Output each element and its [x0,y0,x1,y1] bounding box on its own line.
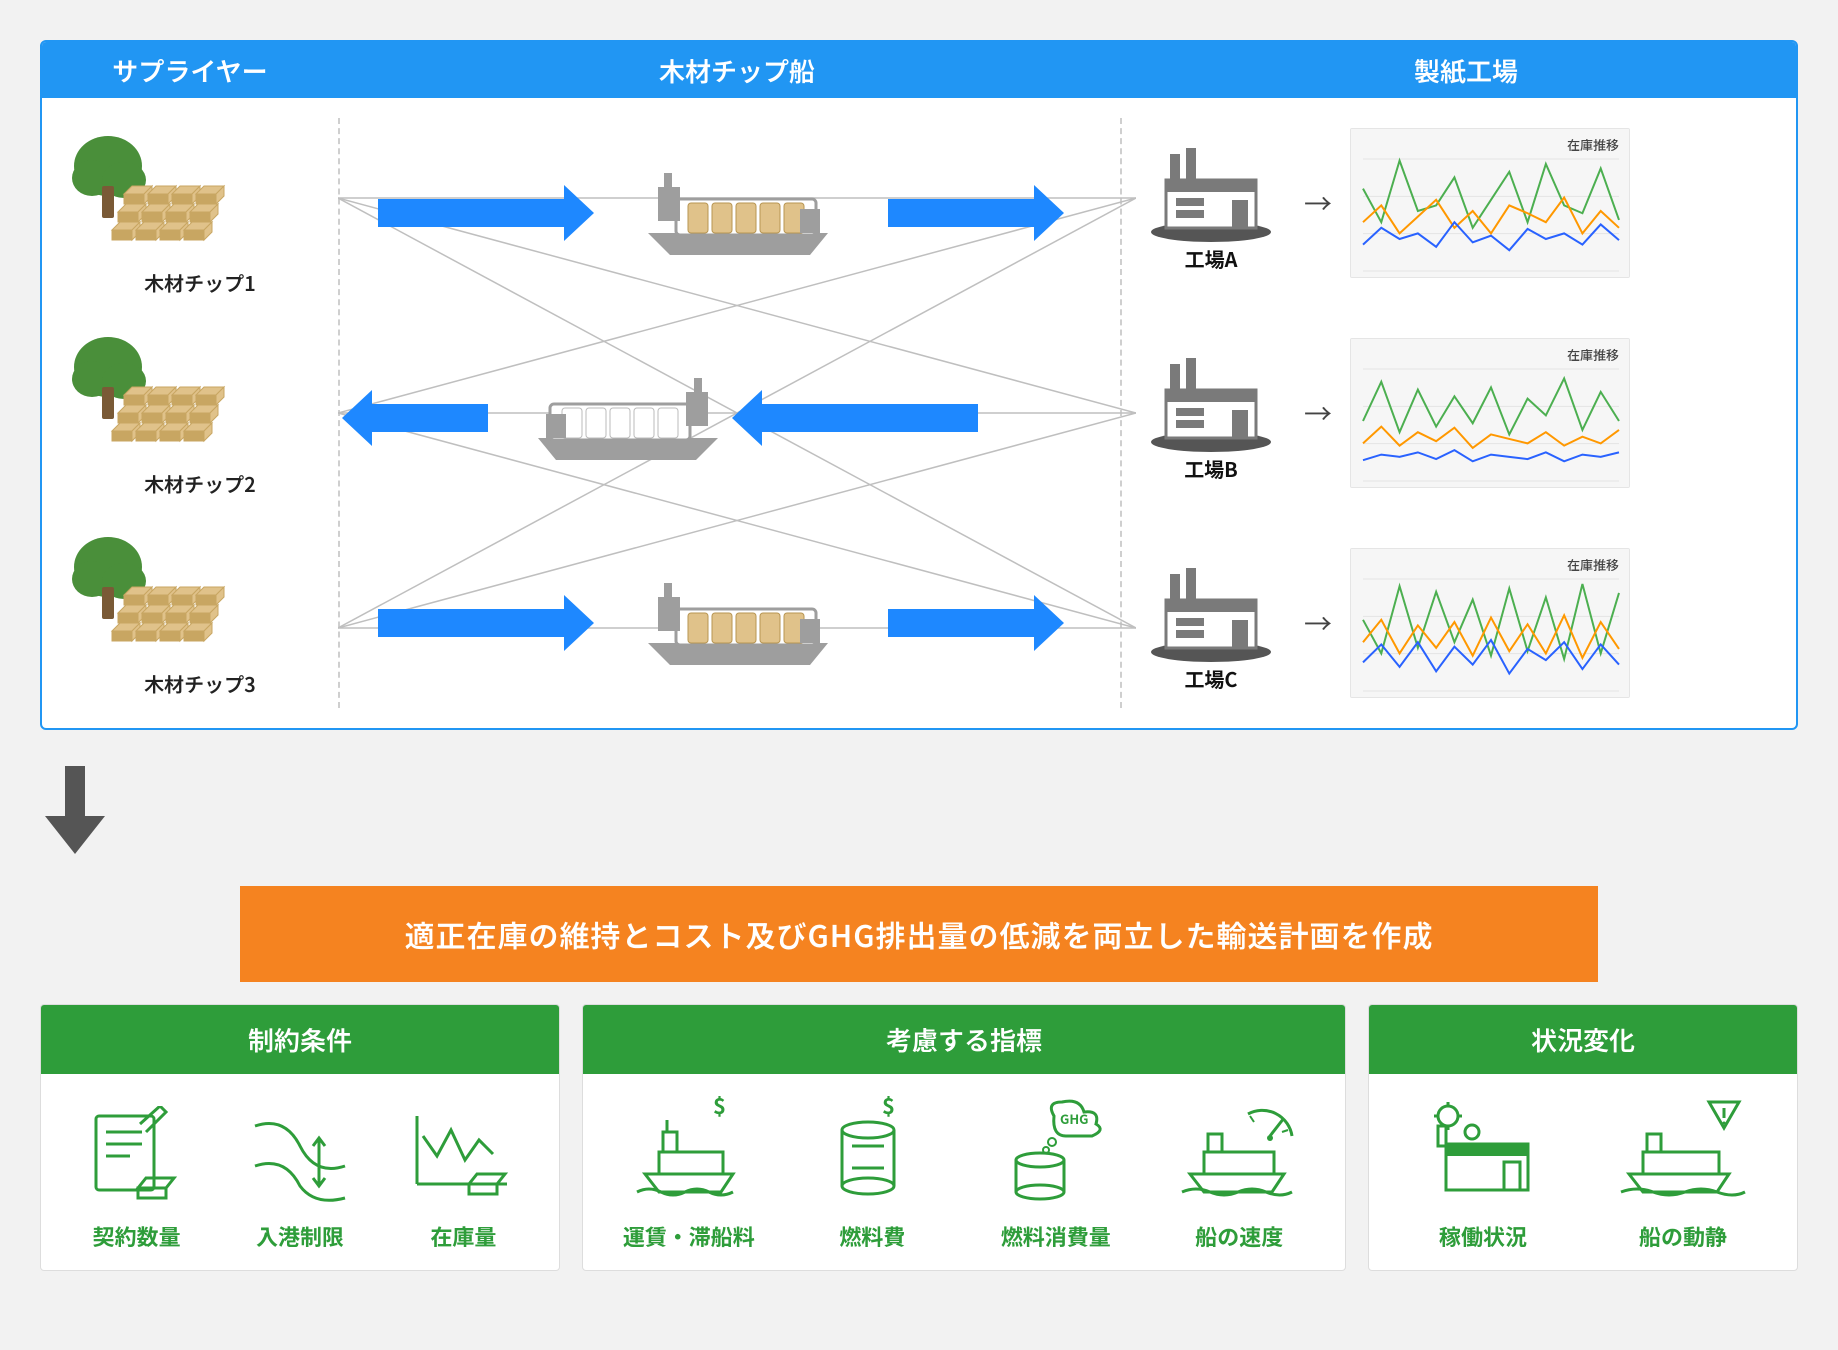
metric-item: 入港制限 [218,1096,381,1252]
factory-icon [1136,134,1286,244]
green-panel-body: 契約数量 入港制限 在庫量 [41,1074,559,1270]
banner-text: 適正在庫の維持とコスト及びGHG排出量の低減を両立した輸送計画を作成 [404,912,1433,956]
factory-row: 工場C → 在庫推移 [1136,548,1776,698]
down-arrow [40,730,1798,886]
metric-label: 燃料費 [781,1220,965,1252]
metric-item: 契約数量 [55,1096,218,1252]
supplier-label: 木材チップ3 [62,669,338,698]
metric-item: 稼働状況 [1383,1096,1583,1252]
factory-label: 工場A [1136,244,1286,273]
green-panel: 制約条件 契約数量 入港制限 在庫量 [40,1004,560,1271]
metric-label: 入港制限 [218,1220,381,1252]
factory-icon [1136,554,1286,664]
contract-icon [55,1096,218,1206]
tab-ships-label: 木材チップ船 [659,52,815,89]
metric-label: 船の速度 [1148,1220,1332,1252]
ship-lane [338,158,1136,268]
ops-icon [1383,1096,1583,1206]
supplier-label: 木材チップ1 [62,268,338,297]
metric-label: 燃料消費量 [964,1220,1148,1252]
ship-lane [338,568,1136,678]
green-panel: 考慮する指標 $ 運賃・滞船料 $ 燃料費 GHG 燃料消費量 船の速度 [582,1004,1346,1271]
tab-row: サプライヤー 木材チップ船 製紙工場 [42,42,1796,98]
chart-title: 在庫推移 [1567,345,1619,364]
metric-label: 在庫量 [382,1220,545,1252]
supplier-item: 木材チップ2 [62,329,338,498]
factory-icon [1136,344,1286,454]
tab-suppliers: サプライヤー [42,42,338,98]
metric-item: $ 運賃・滞船料 [597,1096,781,1252]
banner: 適正在庫の維持とコスト及びGHG排出量の低減を両立した輸送計画を作成 [240,886,1598,982]
ship-lane [338,363,1136,473]
factory-label: 工場B [1136,454,1286,483]
metric-label: 契約数量 [55,1220,218,1252]
metric-item: 船の速度 [1148,1096,1332,1252]
inventory-chart: 在庫推移 [1350,548,1630,698]
arrow-left-icon [368,404,488,432]
svg-text:$: $ [713,1096,726,1121]
arrow-right-icon [888,199,1038,227]
green-panel-title: 考慮する指標 [583,1005,1345,1074]
green-panel: 状況変化 稼働状況 船の動静 [1368,1004,1798,1271]
metric-item: 船の動静 [1583,1096,1783,1252]
arrow-right-icon [378,609,568,637]
ghg-icon: GHG [964,1096,1148,1206]
factory-label: 工場C [1136,664,1286,693]
metric-item: GHG 燃料消費量 [964,1096,1148,1252]
factory-row: 工場A → 在庫推移 [1136,128,1776,278]
factories-column: 工場A → 在庫推移 工場B → 在庫推移 [1136,128,1776,698]
arrow-left-icon [758,404,978,432]
track-icon [1583,1096,1783,1206]
stock-icon [382,1096,545,1206]
green-panel-body: $ 運賃・滞船料 $ 燃料費 GHG 燃料消費量 船の速度 [583,1074,1345,1270]
inventory-chart: 在庫推移 [1350,338,1630,488]
factory-row: 工場B → 在庫推移 [1136,338,1776,488]
ship-icon [518,370,738,466]
arrow-right-icon [888,609,1038,637]
supplier-item: 木材チップ1 [62,128,338,297]
arrow-right-small-icon: → [1304,393,1332,433]
content-row: 木材チップ1 [42,98,1796,728]
chart-title: 在庫推移 [1567,555,1619,574]
green-panel-body: 稼働状況 船の動静 [1369,1074,1797,1270]
supplier-label: 木材チップ2 [62,469,338,498]
factory-block: 工場A [1136,134,1286,273]
freight-icon: $ [597,1096,781,1206]
green-panel-title: 状況変化 [1369,1005,1797,1074]
arrow-right-icon [378,199,568,227]
green-panels-row: 制約条件 契約数量 入港制限 在庫量 考慮する指標 $ 運賃・滞船料 $ 燃料費… [40,1004,1798,1271]
green-panel-title: 制約条件 [41,1005,559,1074]
tab-factories: 製紙工場 [1136,42,1796,98]
speed-icon [1148,1096,1332,1206]
factory-block: 工場B [1136,344,1286,483]
metric-label: 船の動静 [1583,1220,1783,1252]
metric-item: 在庫量 [382,1096,545,1252]
metric-item: $ 燃料費 [781,1096,965,1252]
tab-suppliers-label: サプライヤー [112,52,267,89]
suppliers-column: 木材チップ1 [62,128,338,698]
port-icon [218,1096,381,1206]
metric-label: 運賃・滞船料 [597,1220,781,1252]
tab-factories-label: 製紙工場 [1414,52,1518,89]
arrow-right-small-icon: → [1304,183,1332,223]
tab-ships: 木材チップ船 [338,42,1136,98]
ship-icon [628,575,848,671]
metric-label: 稼働状況 [1383,1220,1583,1252]
ships-column [338,128,1136,698]
supply-chain-panel: サプライヤー 木材チップ船 製紙工場 [40,40,1798,730]
arrow-right-small-icon: → [1304,603,1332,643]
fuelcost-icon: $ [781,1096,965,1206]
factory-block: 工場C [1136,554,1286,693]
chart-title: 在庫推移 [1567,135,1619,154]
ship-icon [628,165,848,261]
inventory-chart: 在庫推移 [1350,128,1630,278]
svg-text:$: $ [882,1096,895,1121]
svg-text:GHG: GHG [1060,1109,1088,1128]
supplier-item: 木材チップ3 [62,529,338,698]
